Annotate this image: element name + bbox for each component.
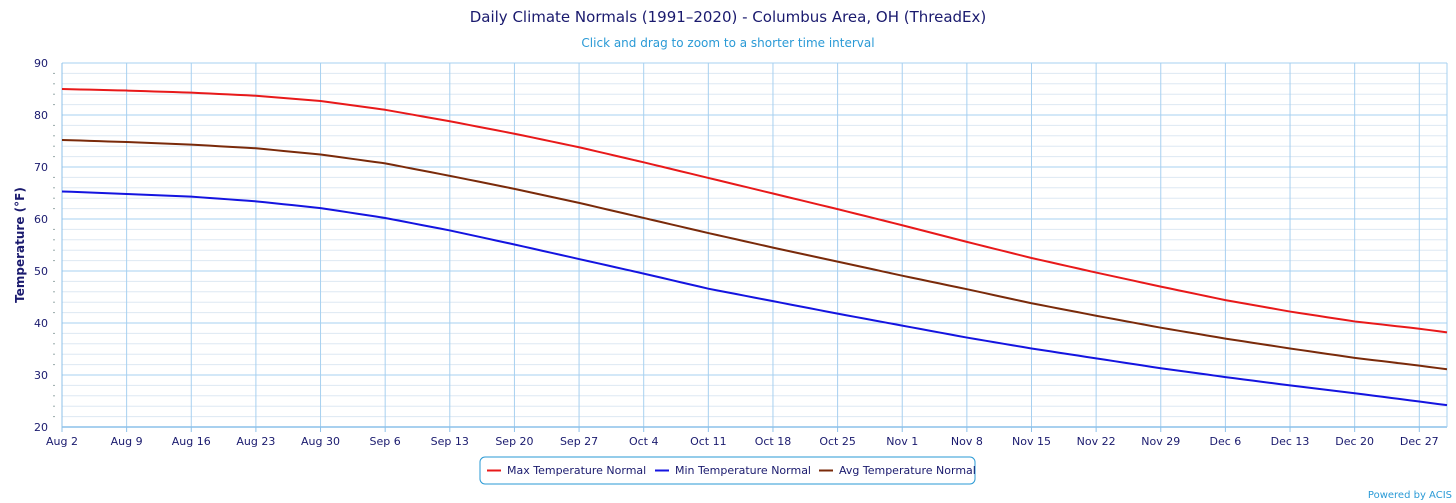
series-group[interactable] — [61, 88, 1448, 407]
series-line-avg[interactable] — [61, 138, 1448, 371]
series-line-max[interactable] — [61, 88, 1448, 334]
x-tick-label: Dec 20 — [1335, 435, 1374, 448]
y-tick-label: 40 — [34, 317, 48, 330]
legend-item-avg[interactable]: Avg Temperature Normal — [819, 464, 976, 477]
y-tick-label: 90 — [34, 57, 48, 70]
x-tick-label: Sep 27 — [560, 435, 598, 448]
x-tick-label: Nov 29 — [1141, 435, 1180, 448]
chart-subtitle: Click and drag to zoom to a shorter time… — [581, 36, 874, 50]
y-tick-label: 70 — [34, 161, 48, 174]
legend-label-avg: Avg Temperature Normal — [839, 464, 976, 477]
x-tick-label: Aug 2 — [46, 435, 78, 448]
x-tick-label: Aug 9 — [111, 435, 143, 448]
x-tick-label: Aug 23 — [236, 435, 275, 448]
y-axis-ticks: 20 30 40 50 60 70 80 90 — [34, 57, 48, 434]
x-tick-label: Oct 25 — [819, 435, 856, 448]
acis-credit-link[interactable]: Powered by ACIS — [1368, 490, 1452, 501]
x-tick-label: Oct 18 — [755, 435, 792, 448]
x-tick-label: Nov 22 — [1077, 435, 1116, 448]
chart-title: Daily Climate Normals (1991–2020) - Colu… — [470, 8, 987, 26]
y-tick-label: 30 — [34, 369, 48, 382]
x-tick-label: Sep 20 — [495, 435, 533, 448]
x-tick-label: Aug 30 — [301, 435, 340, 448]
x-tick-label: Oct 4 — [629, 435, 659, 448]
legend[interactable]: Max Temperature Normal Min Temperature N… — [479, 456, 976, 485]
legend-label-max: Max Temperature Normal — [507, 464, 646, 477]
x-axis-ticks: Aug 2 Aug 9 Aug 16 Aug 23 Aug 30 Sep 6 Sep 13 S… — [46, 427, 1439, 448]
legend-item-min[interactable]: Min Temperature Normal — [655, 464, 811, 477]
x-tick-label: Nov 1 — [886, 435, 918, 448]
y-tick-label: 20 — [34, 421, 48, 434]
x-tick-label: Nov 15 — [1012, 435, 1051, 448]
x-tick-label: Dec 13 — [1271, 435, 1310, 448]
y-axis-label: Temperature (°F) — [13, 187, 27, 303]
x-tick-label: Oct 11 — [690, 435, 727, 448]
grid — [53, 62, 1448, 428]
legend-label-min: Min Temperature Normal — [675, 464, 811, 477]
x-tick-label: Aug 16 — [172, 435, 211, 448]
y-tick-label: 80 — [34, 109, 48, 122]
x-tick-label: Dec 6 — [1210, 435, 1242, 448]
legend-box — [479, 456, 976, 485]
y-tick-label: 50 — [34, 265, 48, 278]
legend-item-max[interactable]: Max Temperature Normal — [487, 464, 646, 477]
x-tick-label: Sep 13 — [431, 435, 469, 448]
y-tick-label: 60 — [34, 213, 48, 226]
x-tick-label: Dec 27 — [1400, 435, 1439, 448]
series-line-min[interactable] — [61, 190, 1448, 407]
x-tick-label: Sep 6 — [370, 435, 401, 448]
x-tick-label: Nov 8 — [951, 435, 983, 448]
